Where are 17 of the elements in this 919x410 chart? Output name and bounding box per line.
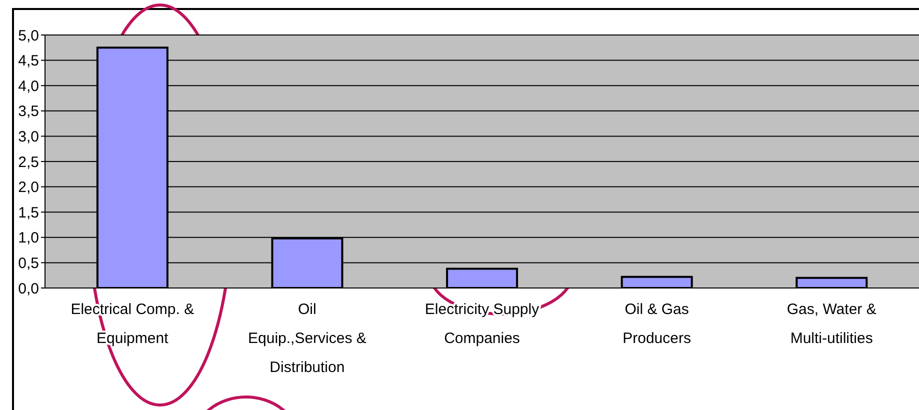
bar <box>446 268 518 288</box>
y-tick-label: 4,5 <box>18 52 39 70</box>
y-tick-label: 0,0 <box>18 280 39 298</box>
y-tick-label: 2,0 <box>18 179 39 196</box>
bar <box>620 276 693 288</box>
y-tick-label: 1,5 <box>18 204 39 222</box>
x-tick-label: Oil & Gas Producers <box>622 301 691 347</box>
y-tick-label: 2,5 <box>18 154 39 171</box>
y-tick-label: 5,0 <box>18 27 39 44</box>
x-tick-label: Gas, Water & Multi-utilities <box>786 301 876 347</box>
y-tick-label: 1,0 <box>18 230 39 247</box>
y-tick-label: 3,0 <box>18 128 39 146</box>
bar <box>796 276 868 288</box>
y-tick-label: 4,0 <box>18 78 39 95</box>
y-tick-label: 3,5 <box>18 103 39 120</box>
y-tick-label: 0,5 <box>18 255 39 272</box>
x-tick-label: Oil Equip.,Services & Distribution <box>248 301 366 376</box>
